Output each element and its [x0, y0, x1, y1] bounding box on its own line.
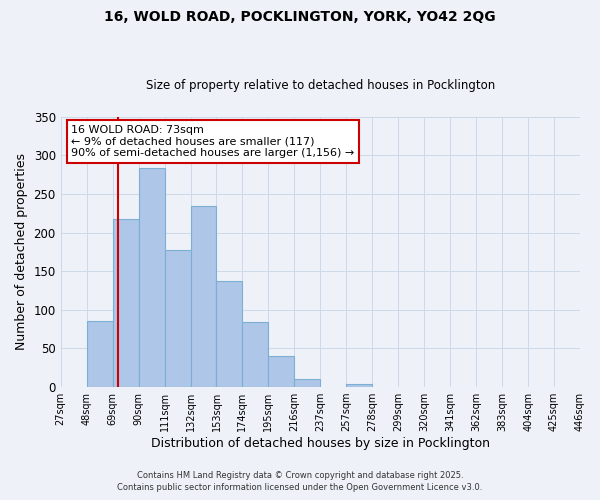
Bar	[86, 322, 113, 387]
Text: 16, WOLD ROAD, POCKLINGTON, YORK, YO42 2QG: 16, WOLD ROAD, POCKLINGTON, YORK, YO42 2…	[104, 10, 496, 24]
Text: 16 WOLD ROAD: 73sqm
← 9% of detached houses are smaller (117)
90% of semi-detach: 16 WOLD ROAD: 73sqm ← 9% of detached hou…	[71, 125, 355, 158]
Bar	[139, 168, 164, 387]
Bar	[295, 378, 320, 387]
Bar	[164, 250, 191, 387]
Bar	[191, 206, 217, 387]
Bar	[268, 356, 295, 387]
Text: Contains HM Land Registry data © Crown copyright and database right 2025.
Contai: Contains HM Land Registry data © Crown c…	[118, 471, 482, 492]
Bar	[113, 218, 139, 387]
Y-axis label: Number of detached properties: Number of detached properties	[15, 154, 28, 350]
Title: Size of property relative to detached houses in Pocklington: Size of property relative to detached ho…	[146, 79, 495, 92]
Bar	[242, 322, 268, 387]
X-axis label: Distribution of detached houses by size in Pocklington: Distribution of detached houses by size …	[151, 437, 490, 450]
Bar	[217, 280, 242, 387]
Bar	[346, 384, 372, 387]
